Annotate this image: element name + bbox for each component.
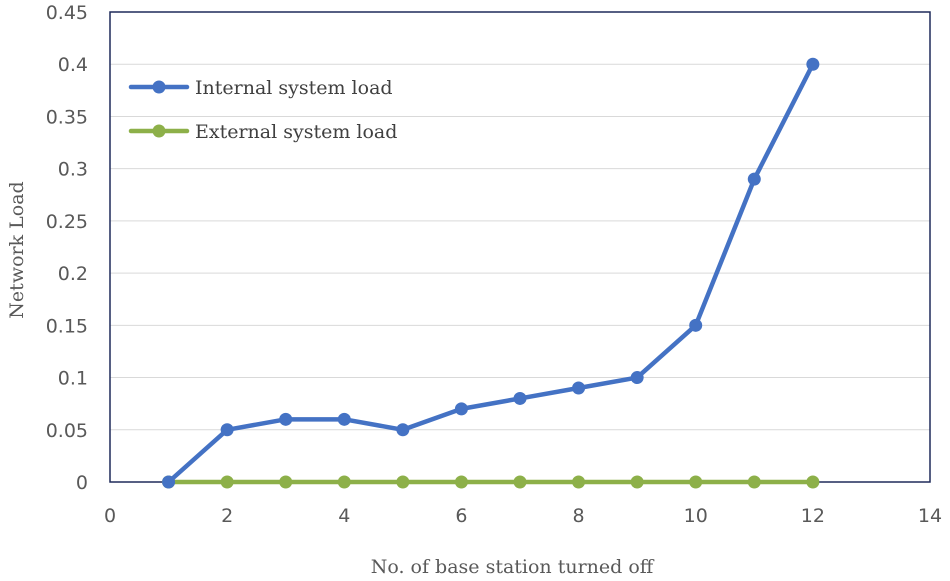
data-point	[689, 475, 703, 489]
series-layer	[162, 57, 820, 489]
legend-swatch-marker	[152, 80, 166, 94]
data-point	[337, 412, 351, 426]
y-tick-label: 0.25	[46, 211, 88, 233]
x-axis-title: No. of base station turned off	[371, 556, 655, 578]
x-tick-label: 6	[455, 505, 467, 527]
x-tick-label: 4	[338, 505, 350, 527]
data-point	[630, 475, 644, 489]
y-tick-label: 0	[76, 472, 88, 494]
data-point	[747, 475, 761, 489]
data-point	[162, 475, 176, 489]
data-point	[572, 475, 586, 489]
y-axis-title: Network Load	[6, 181, 28, 318]
legend-label: External system load	[195, 121, 397, 143]
legend-label: Internal system load	[195, 77, 393, 99]
data-point	[806, 57, 820, 71]
x-tick-label: 2	[221, 505, 233, 527]
data-point	[513, 475, 527, 489]
data-point	[747, 172, 761, 186]
data-point	[513, 391, 527, 405]
x-tick-label: 14	[918, 505, 942, 527]
y-tick-label: 0.35	[46, 106, 88, 128]
data-point	[630, 371, 644, 385]
y-axis-ticks: 0 0.05 0.1 0.15 0.2 0.25 0.3 0.35 0.4 0.45	[46, 2, 88, 494]
data-point	[396, 423, 410, 437]
data-point	[337, 475, 351, 489]
x-axis-ticks: 0 2 4 6 8 10 12 14	[104, 505, 942, 527]
series-external-system-load	[162, 475, 820, 489]
series-line	[166, 61, 816, 485]
x-tick-label: 12	[801, 505, 825, 527]
y-tick-label: 0.3	[58, 159, 88, 181]
x-tick-label: 0	[104, 505, 116, 527]
legend-swatch-marker	[152, 124, 166, 138]
y-tick-label: 0.15	[46, 315, 88, 337]
legend: Internal system load External system load	[128, 77, 397, 143]
data-point	[279, 475, 293, 489]
data-point	[806, 475, 820, 489]
data-point	[454, 475, 468, 489]
legend-item: Internal system load	[128, 77, 393, 99]
y-tick-label: 0.2	[58, 263, 88, 285]
series-internal-system-load	[162, 57, 820, 489]
data-point	[689, 318, 703, 332]
data-point	[220, 475, 234, 489]
data-point	[454, 402, 468, 416]
legend-item: External system load	[128, 121, 397, 143]
data-point	[279, 412, 293, 426]
x-tick-label: 8	[573, 505, 585, 527]
y-tick-label: 0.4	[58, 54, 88, 76]
y-tick-label: 0.45	[46, 2, 88, 24]
x-tick-label: 10	[684, 505, 708, 527]
y-tick-label: 0.1	[58, 368, 88, 390]
data-point	[396, 475, 410, 489]
data-point	[220, 423, 234, 437]
y-tick-label: 0.05	[46, 420, 88, 442]
data-point	[572, 381, 586, 395]
